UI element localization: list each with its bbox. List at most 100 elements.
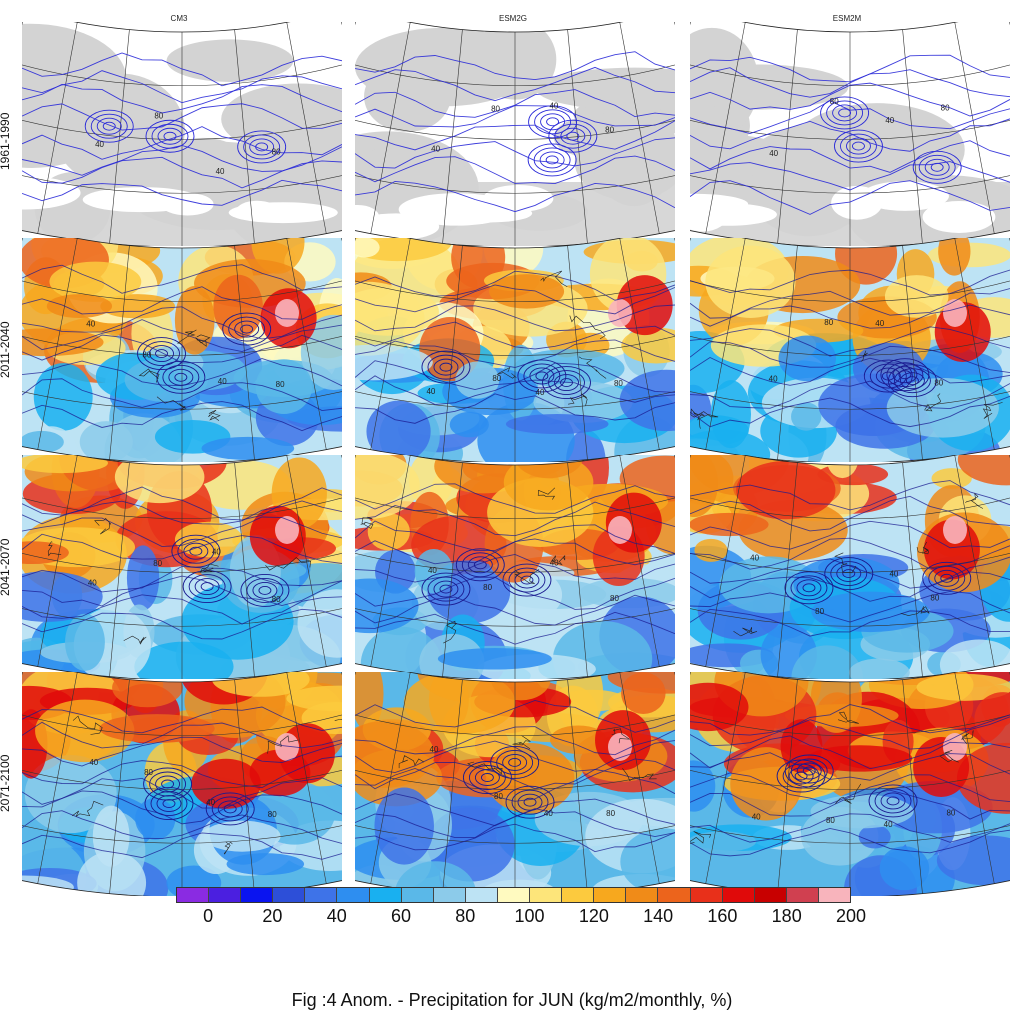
contour-label: 80 (494, 792, 503, 801)
colorbar-cell (369, 888, 402, 902)
contour-label: 40 (536, 388, 545, 397)
contour-label: 40 (206, 798, 215, 807)
contour-label: 80 (491, 104, 500, 113)
contour-label: 80 (154, 112, 163, 121)
colorbar-cell (754, 888, 787, 902)
colorbar-cell (530, 888, 563, 902)
contour-label: 80 (483, 583, 492, 592)
colorbar-tick-label: 100 (514, 906, 545, 926)
contour-label: 40 (430, 745, 439, 754)
colorbar-cell (305, 888, 338, 902)
contour-label: 80 (605, 126, 614, 135)
colorbar-cell (401, 888, 434, 902)
colorbar-cell (722, 888, 755, 902)
colorbar-cell (177, 888, 210, 902)
row-title-2041-2070: 2041-2070 (0, 538, 12, 596)
contour-label: 80 (144, 768, 153, 777)
map-panel-esm2m-1961-1990: 40 80 40 80 (690, 22, 1010, 246)
contour-label: 80 (824, 318, 833, 327)
contour-label: 80 (830, 97, 839, 106)
colorbar-tick-label: 160 (707, 906, 738, 926)
colorbar-cell (433, 888, 466, 902)
contour-label: 40 (431, 145, 440, 154)
column-title-esm2g: ESM2G (498, 14, 527, 23)
contour-label: 40 (750, 553, 759, 562)
contour-label: 40 (885, 116, 894, 125)
contour-label: 80 (946, 809, 955, 818)
contour-label: 40 (86, 320, 95, 329)
contour-label: 40 (218, 377, 227, 386)
contour-label: 80 (272, 595, 281, 604)
colorbar-cell (658, 888, 691, 902)
contour-label: 40 (752, 813, 761, 822)
colorbar-tick-label: 200 (835, 906, 867, 926)
contour-label: 40 (550, 559, 559, 568)
map-panel-cm3-2011-2040: 40 80 40 80 (22, 238, 342, 462)
contour-label: 40 (769, 149, 778, 158)
colorbar-cell (690, 888, 723, 902)
contour-label: 40 (426, 387, 435, 396)
colorbar (176, 887, 851, 903)
contour-label: 80 (826, 816, 835, 825)
contour-label: 40 (216, 167, 225, 176)
colorbar-tick-label: 120 (578, 906, 609, 926)
contour-label: 40 (212, 547, 221, 556)
colorbar-cell (273, 888, 306, 902)
map-panel-esm2g-1961-1990: 40 80 40 80 (355, 22, 675, 246)
contour-label: 80 (815, 607, 824, 616)
colorbar-tick-label: 40 (326, 906, 347, 926)
colorbar-cell (594, 888, 627, 902)
contour-label: 40 (95, 140, 104, 149)
contour-label: 80 (142, 350, 151, 359)
contour-label: 40 (88, 579, 97, 588)
contour-label: 80 (153, 559, 162, 568)
contour-label: 40 (428, 566, 437, 575)
contour-label: 80 (606, 809, 615, 818)
contour-label: 80 (614, 379, 623, 388)
colorbar-tick-label: 0 (203, 906, 214, 926)
row-title-2071-2100: 2071-2100 (0, 754, 12, 812)
contour-label: 40 (884, 820, 893, 829)
colorbar-cell (337, 888, 370, 902)
colorbar-tick-label: 140 (643, 906, 674, 926)
map-panel-esm2m-2041-2070: 40 80 40 80 (690, 455, 1010, 679)
colorbar-cell (818, 888, 850, 902)
column-title-cm3: CM3 (170, 14, 188, 23)
map-panel-cm3-1961-1990: 40 80 40 80 (22, 22, 342, 246)
figure-caption: Fig :4 Anom. - Precipitation for JUN (kg… (291, 990, 733, 1010)
contour-label: 80 (268, 810, 277, 819)
colorbar-cell (497, 888, 531, 902)
colorbar-tick-label: 80 (455, 906, 476, 926)
colorbar-cell (241, 888, 274, 902)
map-panel-cm3-2071-2100: 40 80 40 80 (22, 672, 342, 896)
contour-label: 80 (276, 380, 285, 389)
contour-label: 40 (769, 374, 778, 383)
contour-label: 80 (941, 103, 950, 112)
contour-label: 40 (544, 809, 553, 818)
contour-label: 80 (492, 374, 501, 383)
map-panel-esm2g-2071-2100: 40 80 40 80 (355, 672, 675, 896)
map-panel-esm2m-2011-2040: 40 80 40 80 (690, 238, 1010, 462)
row-title-2011-2040: 2011-2040 (0, 321, 12, 379)
contour-label: 40 (89, 758, 98, 767)
colorbar-cell (562, 888, 595, 902)
map-panel-esm2m-2071-2100: 40 80 40 80 (690, 672, 1010, 896)
contour-label: 40 (875, 319, 884, 328)
column-title-esm2m: ESM2M (832, 14, 862, 23)
colorbar-cell (786, 888, 819, 902)
contour-label: 80 (610, 594, 619, 603)
colorbar-tick-label: 20 (262, 906, 283, 926)
map-panel-cm3-2041-2070: 40 80 40 80 (22, 455, 342, 679)
contour-label: 80 (934, 379, 943, 388)
colorbar-tick-label: 180 (771, 906, 802, 926)
colorbar-cell (626, 888, 659, 902)
colorbar-cell (209, 888, 242, 902)
map-panel-esm2g-2011-2040: 40 80 40 80 (355, 238, 675, 462)
colorbar-cell (465, 888, 498, 902)
map-panel-esm2g-2041-2070: 40 80 40 80 (355, 455, 675, 679)
contour-label: 40 (549, 102, 558, 111)
contour-label: 40 (889, 570, 898, 579)
row-title-1961-1990: 1961-1990 (0, 112, 12, 170)
colorbar-tick-label: 60 (390, 906, 412, 926)
